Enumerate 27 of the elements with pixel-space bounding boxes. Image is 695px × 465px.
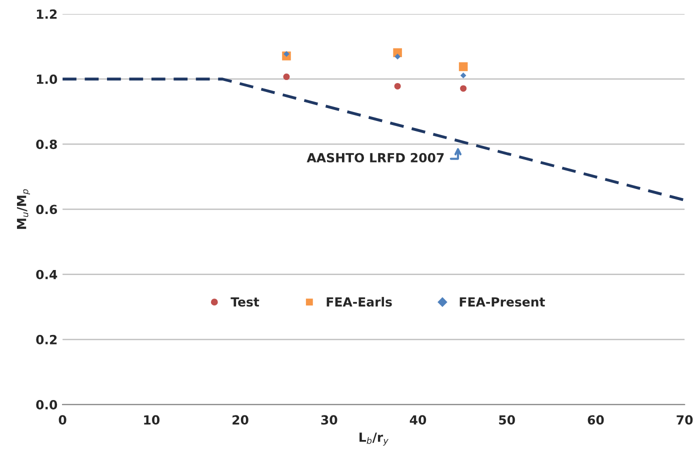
x-tick-label: 20 — [232, 415, 248, 425]
x-tick-label: 0 — [58, 415, 66, 425]
point — [460, 85, 467, 92]
x-tick-label: 10 — [144, 415, 160, 425]
point — [394, 82, 401, 90]
y-tick-label: 0.4 — [36, 270, 58, 280]
y-axis-title: M$_{u}$/M$_{p}$ — [16, 189, 30, 229]
x-tick-label: 70 — [676, 415, 693, 425]
y-tick-label: 0.8 — [36, 140, 57, 150]
x-axis-title: L$_{b}$/r$_{y}$ — [360, 432, 388, 446]
annotation: AASHTO LRFD 2007 — [306, 152, 444, 162]
point — [283, 74, 290, 80]
y-tick-label: 1.2 — [36, 9, 57, 19]
x-tick-label: 50 — [499, 415, 515, 425]
legend-label: Test — [230, 297, 260, 307]
x-tick-label: 60 — [588, 415, 604, 425]
y-tick-label: 0.6 — [36, 204, 58, 214]
point — [394, 54, 400, 60]
y-tick-label: 0.0 — [36, 400, 58, 410]
y-tick-label: 1.0 — [36, 74, 58, 84]
point — [460, 72, 466, 78]
y-tick-label: 0.2 — [36, 334, 57, 344]
legend-label: FEA-Earls — [326, 296, 392, 307]
point — [458, 62, 468, 72]
x-tick-label: 30 — [321, 415, 338, 425]
x-tick-label: 40 — [410, 415, 426, 425]
legend-label: FEA-Present — [460, 297, 545, 307]
